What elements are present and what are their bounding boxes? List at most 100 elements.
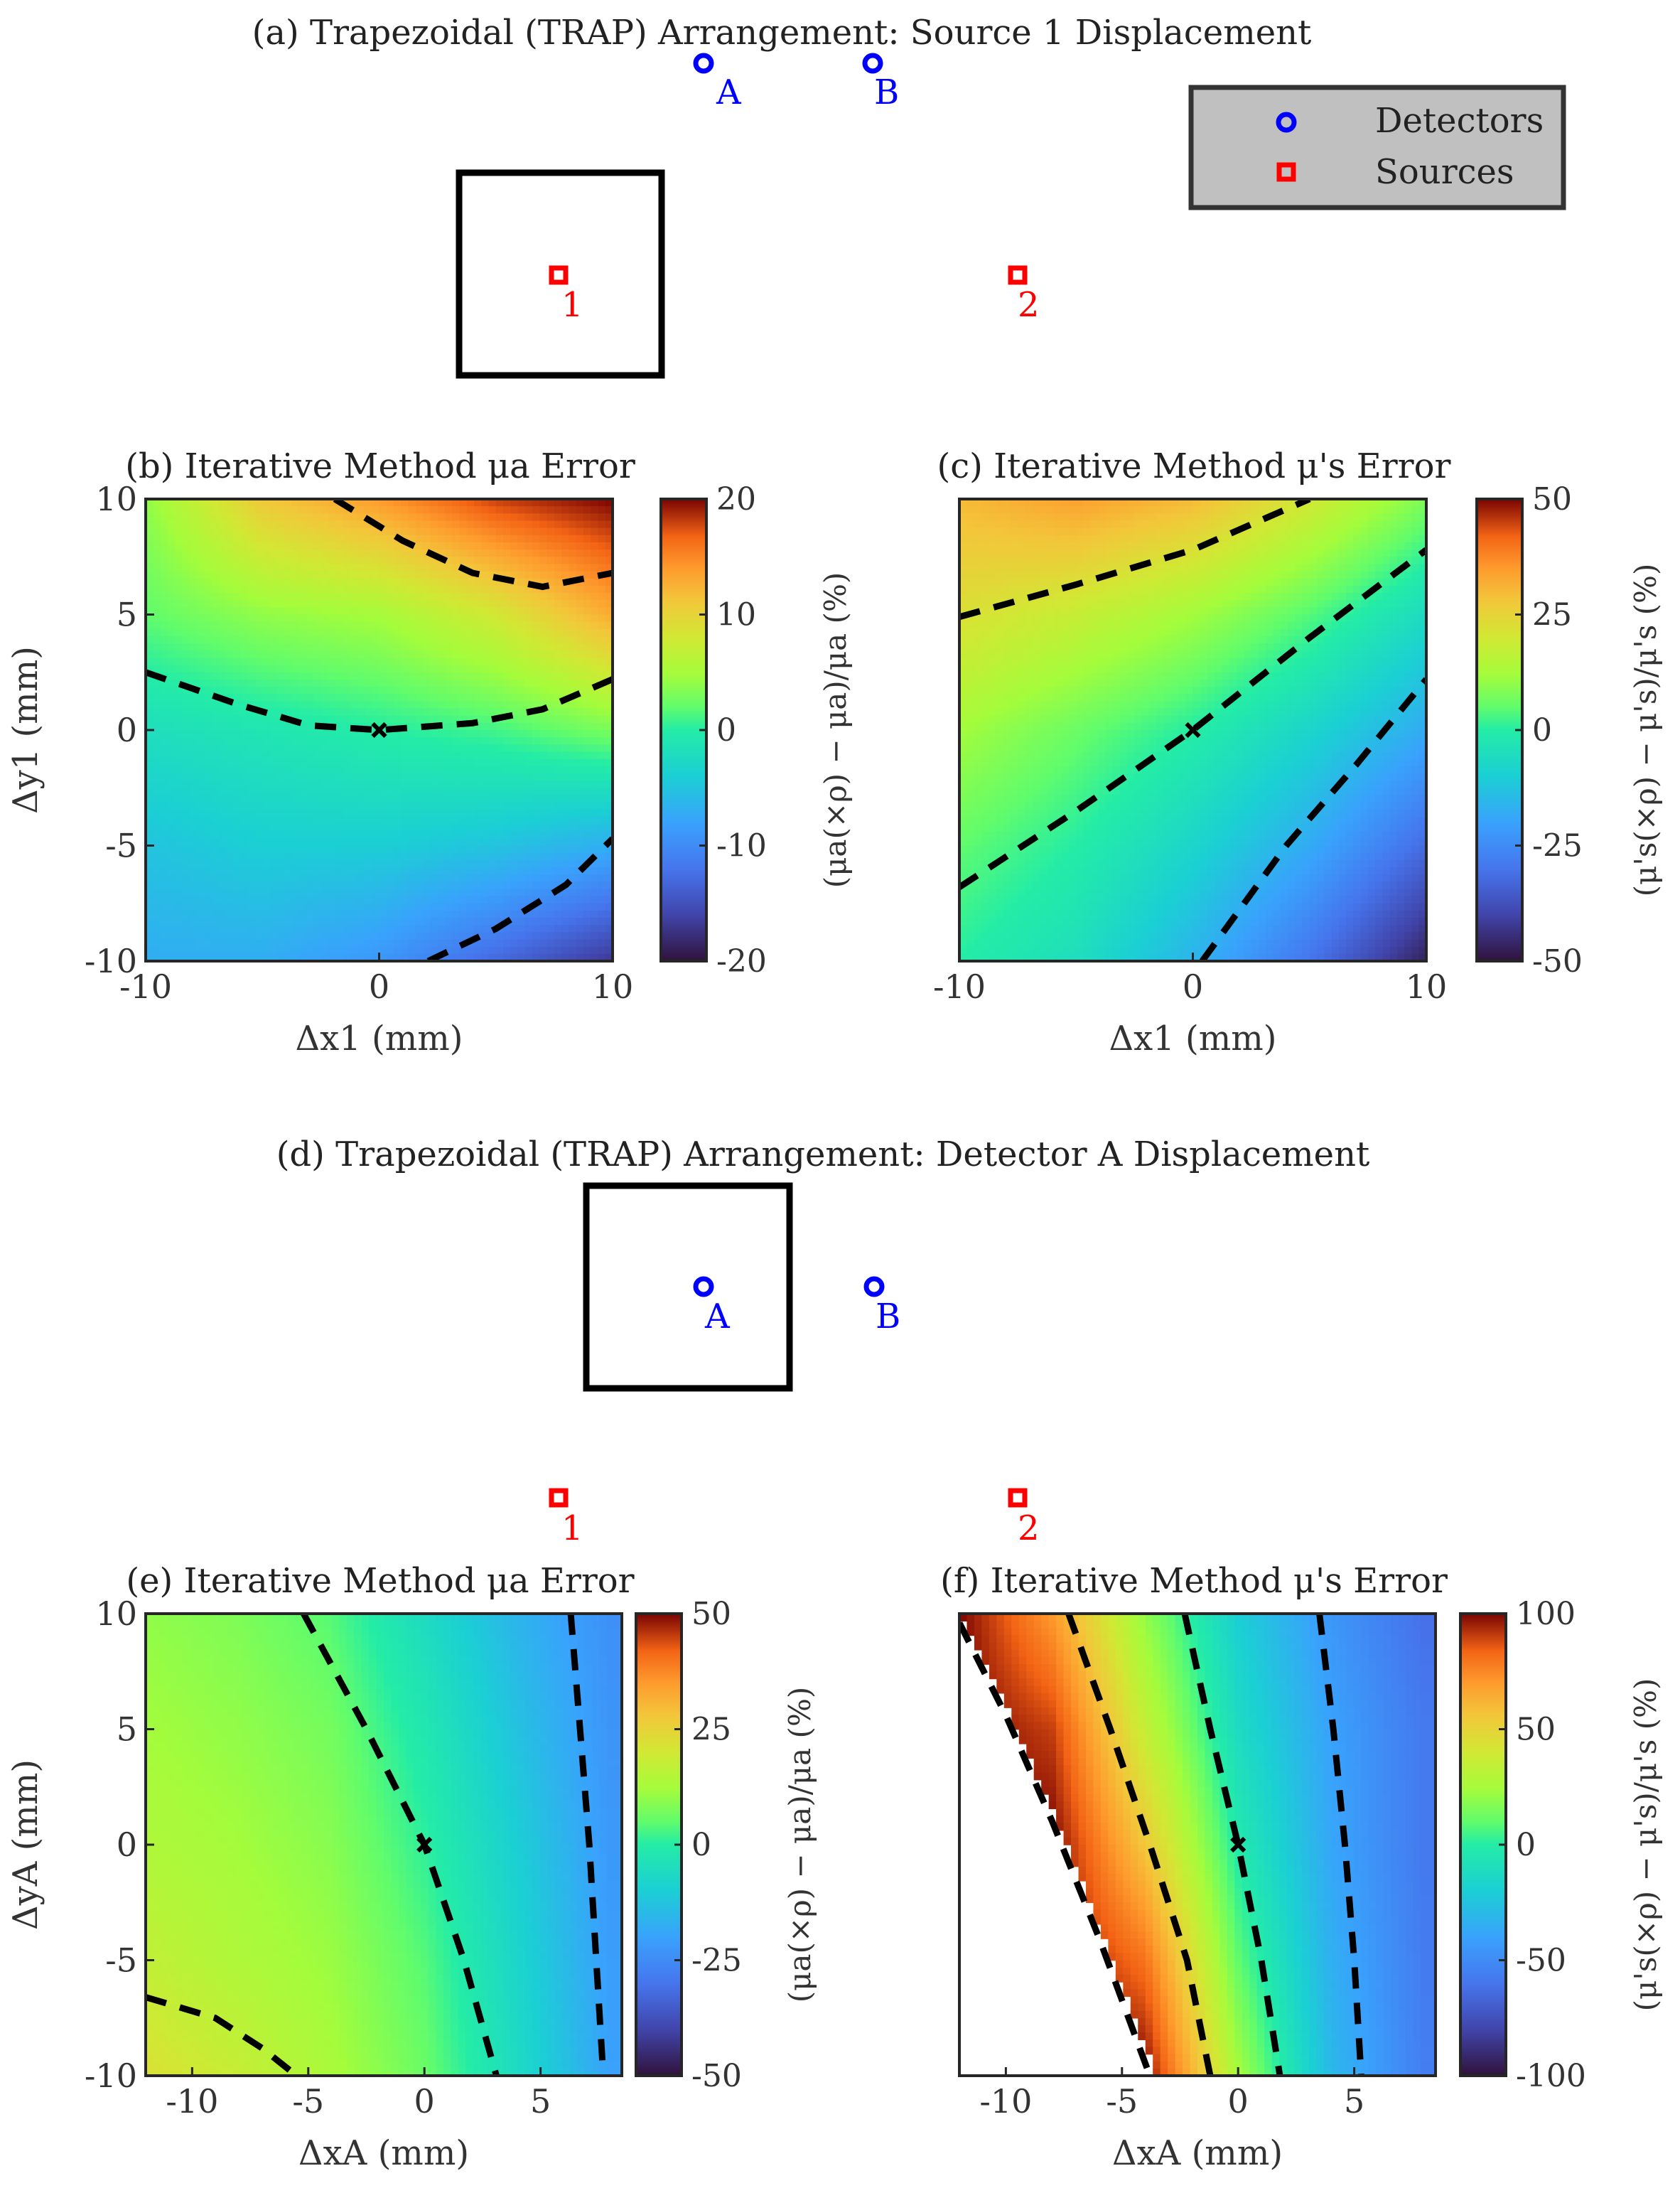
source-1-label: 1 xyxy=(561,285,583,325)
source-1-marker xyxy=(549,265,569,285)
source-1-marker-d xyxy=(549,1488,569,1508)
origin-marker xyxy=(416,1836,433,1853)
colorbar-tick-label: 0 xyxy=(1516,1827,1536,1863)
contour-line-1 xyxy=(333,499,613,591)
y-tick-label: 5 xyxy=(117,596,137,634)
y-axis-label: ΔyA (mm) xyxy=(6,1759,45,1930)
colorbar-gradient xyxy=(635,1612,683,2077)
colorbar-tick-label: 10 xyxy=(716,597,756,633)
contour-line-2 xyxy=(567,1614,607,2076)
y-tick-label: -10 xyxy=(85,2057,137,2095)
colorbar-tick-label: -50 xyxy=(1532,943,1583,980)
colorbar-tick-label: 50 xyxy=(1532,481,1572,518)
heatmap-panel-f: (f) Iterative Method μ's Error -10 -5 0 5 ΔxA… xyxy=(940,1561,1663,2173)
colorbar-tick-label: 50 xyxy=(1516,1712,1556,1748)
colorbar: -20 -10 0 10 20 (μa(×ρ) − μa)/μa (%) xyxy=(659,481,853,980)
x-tick-label: 5 xyxy=(1344,2082,1364,2120)
x-tick-label: -10 xyxy=(119,967,172,1006)
displacement-region-detector-a xyxy=(583,1182,793,1392)
contour-line-1 xyxy=(959,1621,1153,2076)
colorbar-label: (μa(×ρ) − μa)/μa (%) xyxy=(782,1687,817,2003)
x-tick-label: 0 xyxy=(369,967,389,1006)
source-2-label-d: 2 xyxy=(1018,1508,1040,1548)
x-tick-label: 10 xyxy=(592,967,634,1006)
heatmap-panel-b: (b) Iterative Method μa Error -10 0 10 -10 -5… xyxy=(6,446,853,1058)
x-axis-label: Δx1 (mm) xyxy=(295,1019,463,1058)
legend-box: Detectors Sources xyxy=(1188,85,1566,210)
x-tick-label: 0 xyxy=(1183,967,1203,1006)
colorbar-tick-label: 20 xyxy=(716,481,756,518)
y-tick-label: 10 xyxy=(95,1594,137,1633)
colorbar-tick-label: -100 xyxy=(1516,2058,1586,2094)
legend-detectors-label: Detectors xyxy=(1375,101,1544,141)
colorbar-tick-label: -10 xyxy=(716,828,767,864)
y-axis-label: Δy1 (mm) xyxy=(6,646,45,814)
detector-b-label: B xyxy=(874,73,899,112)
contour-line-3 xyxy=(426,836,613,961)
source-2-marker-d xyxy=(1008,1488,1028,1508)
origin-marker xyxy=(1185,722,1201,739)
colorbar-tick-label: 0 xyxy=(691,1827,711,1863)
colorbar: -100 -50 0 50 100 (μ's(×ρ) − μ's)/μ's (%) xyxy=(1459,1596,1663,2094)
contour-line-3 xyxy=(1181,1614,1283,2076)
colorbar-tick-label: -25 xyxy=(1532,828,1583,864)
contour-line-3 xyxy=(1199,677,1426,961)
colorbar-tick-label: 0 xyxy=(1532,712,1552,749)
x-tick-label: -10 xyxy=(166,2082,218,2120)
contour-line-2 xyxy=(959,547,1426,890)
y-tick-label: -5 xyxy=(105,1941,137,1980)
y-tick-label: 0 xyxy=(117,711,137,749)
colorbar-gradient xyxy=(1475,498,1524,963)
x-axis-label: ΔxA (mm) xyxy=(298,2133,469,2173)
contour-line-1 xyxy=(959,499,1311,621)
y-tick-label: 5 xyxy=(117,1710,137,1749)
legend-source-marker xyxy=(1276,162,1296,182)
heatmap-field xyxy=(959,1614,1436,2076)
panel-d-title: (d) Trapezoidal (TRAP) Arrangement: Dete… xyxy=(276,1135,1370,1174)
source-1-label-d: 1 xyxy=(561,1508,583,1548)
detector-b-marker xyxy=(862,53,883,74)
legend-sources-label: Sources xyxy=(1375,152,1514,192)
colorbar-tick-label: -50 xyxy=(691,2058,742,2094)
heatmap-panel-c: (c) Iterative Method μ's Error -10 0 10 Δx1 … xyxy=(933,446,1663,1058)
colorbar-tick-label: -25 xyxy=(691,1943,742,1979)
colorbar-tick-label: 0 xyxy=(716,712,736,749)
detector-a-label: A xyxy=(716,73,742,112)
plot-frame xyxy=(958,1612,1437,2077)
colorbar-label: (μ's(×ρ) − μ's)/μ's (%) xyxy=(1628,1678,1663,2012)
source-2-marker xyxy=(1008,265,1028,285)
y-tick-label: 0 xyxy=(117,1825,137,1864)
detector-a-marker-d xyxy=(693,1276,714,1297)
x-tick-label: -10 xyxy=(933,967,986,1006)
x-tick-label: -5 xyxy=(292,2082,324,2120)
detector-b-marker-d xyxy=(863,1276,885,1297)
y-tick-label: -5 xyxy=(105,827,137,865)
contour-line-2 xyxy=(146,669,613,734)
x-axis-label: ΔxA (mm) xyxy=(1112,2133,1283,2173)
detector-a-marker xyxy=(693,53,714,74)
panel-title: (f) Iterative Method μ's Error xyxy=(940,1561,1448,1601)
panel-title: (b) Iterative Method μa Error xyxy=(125,446,635,486)
contour-line-4 xyxy=(1316,1614,1364,2076)
origin-marker xyxy=(371,722,387,739)
heatmap-field xyxy=(959,499,1426,961)
colorbar-tick-label: 25 xyxy=(691,1712,731,1748)
colorbar-tick-label: 50 xyxy=(691,1596,731,1632)
x-tick-label: -10 xyxy=(979,2082,1032,2120)
y-tick-label: -10 xyxy=(85,942,137,980)
x-axis-label: Δx1 (mm) xyxy=(1109,1019,1276,1058)
x-tick-label: 0 xyxy=(1228,2082,1249,2120)
panel-title: (e) Iterative Method μa Error xyxy=(126,1561,634,1601)
colorbar: -50 -25 0 25 50 (μa(×ρ) − μa)/μa (%) xyxy=(635,1596,817,2094)
origin-marker xyxy=(1230,1836,1246,1853)
detector-b-label-d: B xyxy=(876,1297,900,1336)
colorbar-gradient xyxy=(1459,1612,1507,2077)
colorbar-tick-label: -50 xyxy=(1516,1943,1566,1979)
legend-detector-marker xyxy=(1276,112,1297,133)
colorbar-tick-label: 100 xyxy=(1516,1596,1576,1632)
displacement-region-source-1 xyxy=(456,169,665,379)
x-tick-label: 0 xyxy=(414,2082,435,2120)
panel-a-title: (a) Trapezoidal (TRAP) Arrangement: Sour… xyxy=(252,13,1312,53)
colorbar: -50 -25 0 25 50 (μ's(×ρ) − μ's)/μ's (%) xyxy=(1475,481,1663,980)
